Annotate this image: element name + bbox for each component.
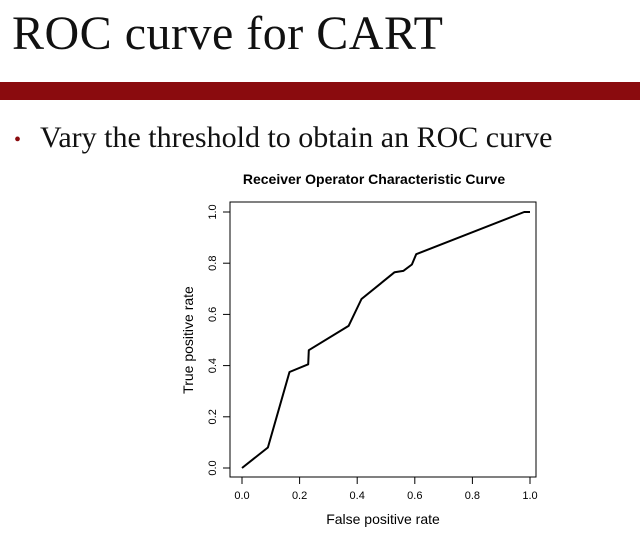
bullet-dot-icon: • <box>14 129 22 152</box>
x-axis: 0.0 0.2 0.4 0.6 0.8 1.0 <box>234 477 538 502</box>
slide-title: ROC curve for CART <box>12 7 444 60</box>
roc-chart-svg: Receiver Operator Characteristic Curve 0… <box>180 171 538 527</box>
y-tick-label: 0.0 <box>207 460 219 475</box>
y-tick-label: 1.0 <box>207 204 219 219</box>
chart-title: Receiver Operator Characteristic Curve <box>243 171 505 187</box>
x-tick-label: 0.4 <box>350 490 365 502</box>
x-tick-label: 0.0 <box>234 490 249 502</box>
y-tick-label: 0.6 <box>207 307 219 322</box>
x-axis-label: False positive rate <box>326 511 440 527</box>
roc-chart: Receiver Operator Characteristic Curve 0… <box>170 162 570 536</box>
x-tick-label: 0.6 <box>407 490 422 502</box>
bullet-item: • Vary the threshold to obtain an ROC cur… <box>14 118 552 158</box>
y-axis-label: True positive rate <box>180 286 196 394</box>
x-tick-label: 0.8 <box>465 490 480 502</box>
title-divider-bar <box>0 82 640 100</box>
x-tick-label: 1.0 <box>522 490 537 502</box>
y-tick-label: 0.8 <box>207 256 219 271</box>
y-axis: 0.0 0.2 0.4 0.6 0.8 1.0 <box>207 204 230 476</box>
roc-curve-line <box>241 211 530 469</box>
y-tick-label: 0.2 <box>207 409 219 424</box>
x-tick-label: 0.2 <box>292 490 307 502</box>
bullet-text: Vary the threshold to obtain an ROC curv… <box>40 121 553 154</box>
plot-frame <box>229 201 537 478</box>
y-tick-label: 0.4 <box>207 358 219 373</box>
